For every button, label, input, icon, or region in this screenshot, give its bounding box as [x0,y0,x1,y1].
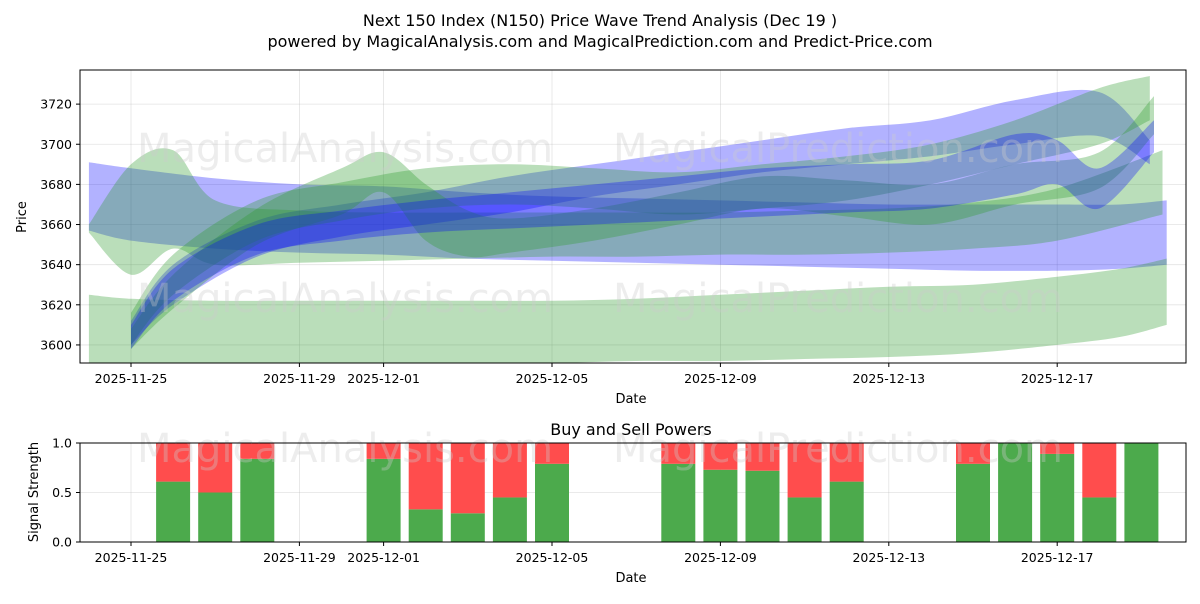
price-wave-band-2 [88,148,1163,275]
signal-x-tick-label-0: 2025-11-25 [95,550,168,565]
price-watermarks: MagicalAnalysis.com MagicalPrediction.co… [137,126,1063,322]
price-x-tick-label-3: 2025-12-05 [516,371,589,386]
buy-bar-2025-12-02 [366,458,401,542]
price-wave-band-5 [131,96,1154,349]
signal-x-label: Date [615,571,646,586]
price-grid [80,70,1186,363]
sell-bar-2025-12-19 [1082,443,1117,498]
figure-title: Next 150 Index (N150) Price Wave Trend A… [363,11,837,30]
sell-bar-2025-12-09 [661,443,696,464]
watermark-analysis-top: MagicalAnalysis.com [137,126,553,172]
signal-title: Buy and Sell Powers [550,420,712,439]
buy-bar-2025-12-09 [661,463,696,542]
price-y-tick-label-3: 3660 [40,217,72,232]
price-y-tick-label-6: 3720 [40,97,72,112]
buy-bar-2025-12-13 [829,481,864,542]
signal-chart: Buy and Sell Powers MagicalAnalysis.com … [27,420,1187,586]
watermark-prediction-signal: MagicalPrediction.com [613,426,1063,472]
buy-bar-2025-12-04 [450,513,485,542]
price-wave-band-0 [88,162,1167,271]
price-y-axis: 3600 3620 3640 3660 3680 3700 3720 [40,97,80,352]
price-x-tick-label-5: 2025-12-13 [852,371,925,386]
watermark-prediction-top: MagicalPrediction.com [613,126,1063,172]
buy-bar-2025-11-27 [198,492,233,542]
sell-bar-2025-11-28 [240,443,275,459]
signal-y-label: Signal Strength [27,442,42,542]
sell-bar-2025-11-27 [198,443,233,493]
figure-subtitle: powered by MagicalAnalysis.com and Magic… [267,32,932,51]
watermark-analysis-mid: MagicalAnalysis.com [137,276,553,322]
buy-bar-2025-12-10 [703,469,738,542]
signal-x-tick-label-5: 2025-12-13 [852,550,925,565]
price-x-tick-label-0: 2025-11-25 [95,371,168,386]
sell-bar-2025-12-04 [450,443,485,514]
buy-bar-2025-11-26 [156,481,191,542]
signal-x-tick-label-2: 2025-12-01 [347,550,420,565]
signal-x-tick-label-3: 2025-12-05 [516,550,589,565]
sell-bar-2025-11-26 [156,443,191,482]
price-plot-background [80,70,1186,363]
buy-bar-2025-12-19 [1082,497,1117,542]
buy-bar-2025-12-12 [787,497,822,542]
signal-x-tick-label-4: 2025-12-09 [684,550,757,565]
sell-bar-2025-12-18 [1040,443,1075,454]
price-y-tick-label-1: 3620 [40,297,72,312]
price-y-tick-label-4: 3680 [40,177,72,192]
signal-y-tick-label-0: 0.0 [52,535,72,550]
sell-bar-2025-12-03 [408,443,443,510]
sell-bar-2025-12-16 [956,443,990,464]
price-chart: MagicalAnalysis.com MagicalPrediction.co… [15,69,1187,407]
sell-bar-2025-12-12 [787,443,822,498]
sell-bar-2025-12-10 [703,443,738,470]
price-plot-frame [79,69,1187,364]
buy-bar-2025-12-11 [745,470,780,542]
buy-bar-2025-12-20 [1124,443,1159,542]
price-x-tick-label-2: 2025-12-01 [347,371,420,386]
price-wave-band-4 [131,76,1150,345]
signal-x-tick-label-6: 2025-12-17 [1021,550,1094,565]
buy-bar-2025-12-05 [492,497,527,542]
signal-bars [156,443,1159,542]
price-x-axis: 2025-11-25 2025-11-29 2025-12-01 2025-12-05… [95,363,1094,386]
sell-bar-2025-12-13 [829,443,864,482]
price-y-label: Price [15,201,30,233]
price-wave-band-3 [131,89,1150,345]
signal-y-tick-label-2: 1.0 [52,436,72,451]
price-x-tick-label-1: 2025-11-29 [263,371,336,386]
watermark-analysis-signal: MagicalAnalysis.com [137,426,553,472]
price-wave-bands [88,76,1167,363]
buy-bar-2025-12-16 [956,463,990,542]
price-x-label: Date [615,392,646,407]
buy-bar-2025-12-06 [535,463,569,542]
sell-bar-2025-12-06 [535,443,569,464]
buy-bar-2025-12-03 [408,509,443,542]
price-y-tick-label-2: 3640 [40,257,72,272]
sell-bar-2025-12-02 [366,443,401,459]
price-x-tick-label-4: 2025-12-09 [684,371,757,386]
signal-watermarks: MagicalAnalysis.com MagicalPrediction.co… [137,426,1063,472]
buy-bar-2025-11-28 [240,458,275,542]
signal-y-tick-label-1: 0.5 [52,485,72,500]
price-y-tick-label-5: 3700 [40,137,72,152]
sell-bar-2025-12-05 [492,443,527,498]
price-x-tick-label-6: 2025-12-17 [1021,371,1094,386]
signal-y-axis: 0.0 0.5 1.0 [52,436,80,550]
signal-x-tick-label-1: 2025-11-29 [263,550,336,565]
buy-bar-2025-12-18 [1040,453,1075,542]
price-wave-band-1 [88,258,1167,363]
signal-x-axis: 2025-11-25 2025-11-29 2025-12-01 2025-12-05… [95,542,1094,565]
price-y-tick-label-0: 3600 [40,337,72,352]
watermark-prediction-mid: MagicalPrediction.com [613,276,1063,322]
buy-bar-2025-12-17 [998,443,1033,542]
price-wave-band-6 [131,120,1154,349]
sell-bar-2025-12-11 [745,443,780,471]
